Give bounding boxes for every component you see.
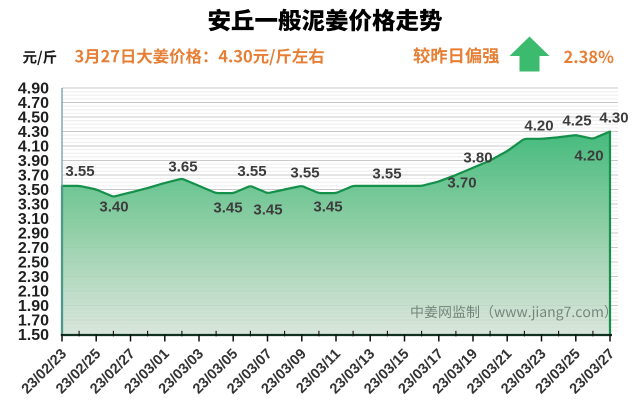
svg-text:4.25: 4.25 — [562, 112, 591, 129]
svg-text:4.20: 4.20 — [524, 117, 553, 134]
svg-text:3.40: 3.40 — [99, 198, 128, 215]
svg-text:3.45: 3.45 — [253, 201, 282, 218]
svg-text:3.55: 3.55 — [372, 165, 401, 182]
svg-text:1.90: 1.90 — [18, 298, 49, 315]
svg-text:4.90: 4.90 — [18, 81, 49, 98]
svg-text:3.55: 3.55 — [237, 163, 266, 180]
svg-text:4.50: 4.50 — [18, 110, 49, 127]
svg-text:4.30: 4.30 — [18, 124, 49, 141]
svg-text:3.90: 3.90 — [18, 153, 49, 170]
svg-text:3.10: 3.10 — [18, 211, 49, 228]
svg-text:3.70: 3.70 — [447, 174, 476, 191]
svg-text:2.50: 2.50 — [18, 255, 49, 272]
svg-text:3.45: 3.45 — [213, 199, 242, 216]
svg-text:1.50: 1.50 — [18, 327, 49, 344]
svg-text:3.55: 3.55 — [290, 164, 319, 181]
svg-text:3.45: 3.45 — [313, 198, 342, 215]
svg-text:3.70: 3.70 — [18, 168, 49, 185]
svg-text:3.30: 3.30 — [18, 197, 49, 214]
svg-text:2.70: 2.70 — [18, 240, 49, 257]
svg-text:4.30: 4.30 — [599, 109, 628, 126]
svg-text:3.80: 3.80 — [463, 149, 492, 166]
svg-text:1.70: 1.70 — [18, 313, 49, 330]
svg-text:2.10: 2.10 — [18, 284, 49, 301]
svg-text:2.90: 2.90 — [18, 226, 49, 243]
svg-text:4.70: 4.70 — [18, 95, 49, 112]
svg-text:3.50: 3.50 — [18, 182, 49, 199]
svg-text:3.65: 3.65 — [168, 158, 197, 175]
svg-text:3.55: 3.55 — [65, 163, 94, 180]
svg-text:4.20: 4.20 — [574, 147, 603, 164]
svg-text:2.30: 2.30 — [18, 269, 49, 286]
svg-text:4.10: 4.10 — [18, 139, 49, 156]
